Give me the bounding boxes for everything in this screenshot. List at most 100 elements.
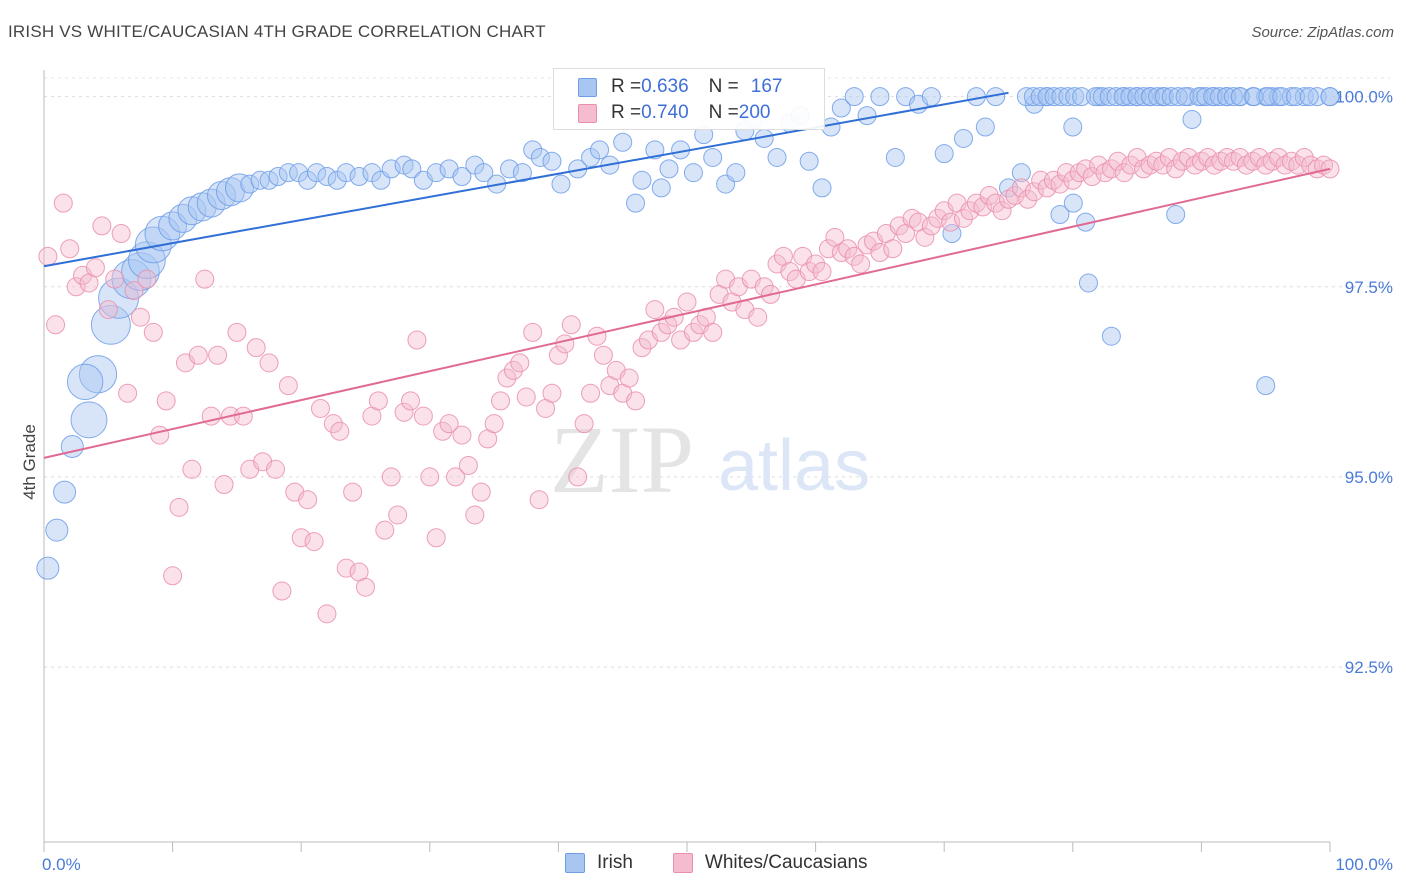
- irish-point: [240, 174, 260, 194]
- irish-point: [1147, 87, 1167, 107]
- x-tick-label: 0.0%: [42, 855, 81, 874]
- irish-point: [921, 87, 941, 107]
- irish-point: [542, 151, 562, 171]
- irish-point: [53, 480, 77, 504]
- irish-point: [1141, 87, 1161, 107]
- irish-point: [158, 211, 188, 241]
- irish-point: [799, 151, 819, 171]
- irish-trend-line: [43, 91, 1009, 268]
- irish-point: [1256, 376, 1276, 396]
- whites-point: [1198, 147, 1218, 167]
- whites-point: [310, 398, 330, 418]
- legend-n-value: 200: [738, 102, 771, 123]
- irish-point: [1258, 87, 1278, 107]
- series-legend: Irish Whites/Caucasians: [565, 852, 908, 874]
- irish-point: [551, 174, 571, 194]
- legend-n-label: N =: [708, 102, 739, 123]
- whites-point: [928, 208, 948, 228]
- whites-point: [368, 391, 388, 411]
- irish-point: [1154, 87, 1174, 107]
- whites-point: [651, 322, 671, 342]
- irish-point: [45, 518, 69, 542]
- irish-point: [1051, 87, 1071, 107]
- whites-point: [394, 402, 414, 422]
- legend-item-irish[interactable]: Irish: [565, 852, 633, 874]
- whites-point: [703, 322, 723, 342]
- whites-point: [921, 216, 941, 236]
- irish-point: [1050, 205, 1070, 225]
- whites-point: [542, 383, 562, 403]
- whites-point: [208, 345, 228, 365]
- irish-point: [1223, 87, 1243, 107]
- series-whites-points: [38, 147, 1340, 624]
- irish-point: [857, 106, 877, 126]
- whites-point: [529, 490, 549, 510]
- chart-title: IRISH VS WHITE/CAUCASIAN 4TH GRADE CORRE…: [8, 22, 546, 41]
- whites-point: [46, 315, 66, 335]
- whites-point: [38, 246, 58, 266]
- legend-r-label: R =: [611, 102, 642, 123]
- irish-point: [844, 87, 864, 107]
- irish-point: [317, 166, 337, 186]
- whites-point: [388, 505, 408, 525]
- irish-point: [1101, 326, 1121, 346]
- whites-point: [986, 193, 1006, 213]
- whites-point: [510, 353, 530, 373]
- whites-point: [1024, 182, 1044, 202]
- whites-point: [812, 262, 832, 282]
- whites-point: [587, 326, 607, 346]
- whites-point: [561, 315, 581, 335]
- whites-point: [953, 208, 973, 228]
- irish-point: [530, 147, 550, 167]
- whites-point: [343, 482, 363, 502]
- whites-point: [1179, 147, 1199, 167]
- whites-point: [1076, 159, 1096, 179]
- irish-point: [1099, 87, 1119, 107]
- legend-swatch-whites: [672, 853, 693, 873]
- whites-point: [265, 459, 285, 479]
- whites-point: [420, 467, 440, 487]
- irish-point: [885, 147, 905, 167]
- irish-point: [1037, 87, 1057, 107]
- whites-point: [960, 201, 980, 221]
- whites-point: [1101, 159, 1121, 179]
- irish-point: [523, 140, 543, 160]
- whites-point: [401, 391, 421, 411]
- whites-point: [458, 456, 478, 476]
- correlation-legend: R = 0.636 N = 167 R = 0.740 N = 200: [553, 68, 825, 130]
- whites-point: [973, 197, 993, 217]
- whites-point: [272, 581, 292, 601]
- whites-point: [748, 307, 768, 327]
- whites-point: [503, 360, 523, 380]
- irish-point: [1210, 87, 1230, 107]
- whites-point: [298, 490, 318, 510]
- legend-item-whites[interactable]: Whites/Caucasians: [672, 852, 868, 874]
- whites-point: [941, 212, 961, 232]
- irish-point: [1063, 117, 1083, 137]
- irish-point: [1285, 87, 1305, 107]
- whites-point: [182, 459, 202, 479]
- whites-point: [1121, 155, 1141, 175]
- irish-point: [934, 144, 954, 164]
- irish-point: [831, 98, 851, 118]
- irish-point: [1044, 87, 1064, 107]
- whites-point: [92, 216, 112, 236]
- whites-point: [574, 414, 594, 434]
- irish-point: [1182, 109, 1202, 129]
- whites-point: [1249, 147, 1269, 167]
- legend-swatch-irish: [578, 77, 597, 97]
- irish-point: [452, 166, 472, 186]
- irish-point: [349, 166, 369, 186]
- whites-point: [523, 322, 543, 342]
- irish-point: [1299, 87, 1319, 107]
- whites-point: [1037, 178, 1057, 198]
- whites-point: [1153, 155, 1173, 175]
- irish-point: [1078, 273, 1098, 293]
- x-tick-label: 100.0%: [1335, 855, 1393, 874]
- irish-point: [1216, 87, 1236, 107]
- whites-point: [1050, 174, 1070, 194]
- whites-point: [330, 421, 350, 441]
- irish-point: [1127, 87, 1147, 107]
- whites-point: [143, 322, 163, 342]
